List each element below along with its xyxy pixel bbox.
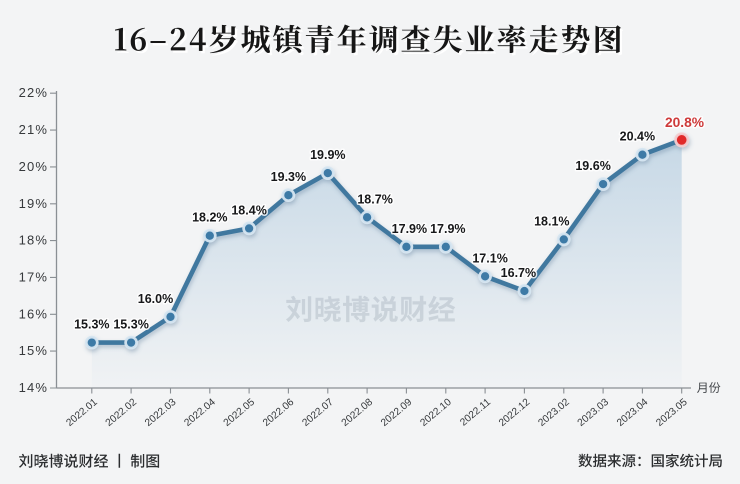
svg-text:14%: 14%	[19, 380, 48, 395]
svg-text:17.1%: 17.1%	[472, 251, 507, 265]
svg-text:15.3%: 15.3%	[113, 318, 148, 332]
svg-text:18%: 18%	[19, 233, 48, 248]
svg-text:20.8%: 20.8%	[665, 115, 704, 130]
svg-text:16%: 16%	[19, 306, 48, 321]
svg-text:19.3%: 19.3%	[271, 170, 306, 184]
svg-text:20.4%: 20.4%	[620, 130, 655, 144]
svg-text:18.2%: 18.2%	[192, 211, 227, 225]
svg-text:17%: 17%	[19, 269, 48, 284]
svg-text:17.9%: 17.9%	[392, 222, 427, 236]
svg-text:18.1%: 18.1%	[534, 214, 569, 228]
svg-text:15.3%: 15.3%	[74, 318, 109, 332]
svg-text:21%: 21%	[19, 122, 48, 137]
svg-text:22%: 22%	[19, 85, 48, 100]
svg-text:16.7%: 16.7%	[501, 266, 536, 280]
svg-text:19.6%: 19.6%	[575, 159, 610, 173]
svg-text:19.9%: 19.9%	[310, 148, 345, 162]
svg-text:16.0%: 16.0%	[138, 292, 173, 306]
svg-text:18.7%: 18.7%	[357, 192, 392, 206]
svg-text:17.9%: 17.9%	[430, 222, 465, 236]
svg-text:20%: 20%	[19, 159, 48, 174]
svg-text:19%: 19%	[19, 196, 48, 211]
svg-text:15%: 15%	[19, 343, 48, 358]
svg-text:18.4%: 18.4%	[231, 203, 266, 217]
